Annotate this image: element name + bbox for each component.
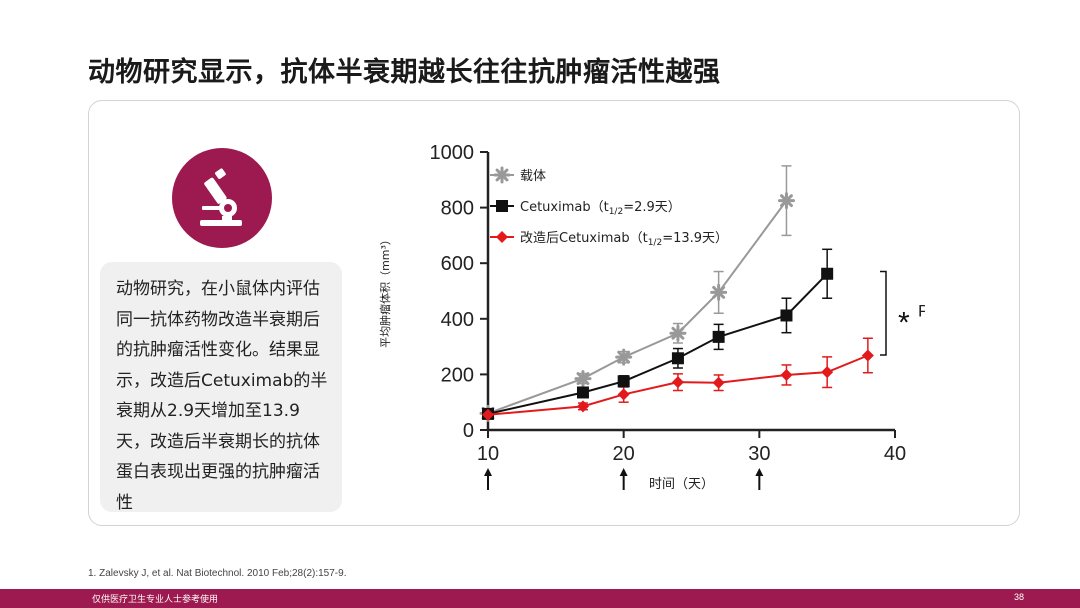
y-axis-label: 平均肿瘤体积（mm³） [378,234,392,348]
x-tick-label: 30 [748,443,770,465]
data-point-asterisk [669,324,687,342]
data-point-square [617,375,630,388]
data-point-asterisk [710,283,728,301]
y-tick-label: 0 [463,420,474,442]
description-box: 动物研究，在小鼠体内评估同一抗体药物改造半衰期后的抗肿瘤活性变化。结果显示，改造… [100,262,342,513]
disclaimer-text: 仅供医疗卫生专业人士参考使用 [92,595,219,605]
data-point-diamond [712,376,725,389]
dosing-arrowhead [484,468,492,476]
legend-label: Cetuximab（t1/2=2.9天） [520,200,681,217]
y-tick-label: 400 [441,309,474,331]
data-point-asterisk [574,370,592,388]
description-text: 动物研究，在小鼠体内评估同一抗体药物改造半衰期后的抗肿瘤活性变化。结果显示，改造… [116,279,328,513]
x-tick-label: 40 [884,443,906,465]
significance-bracket [880,270,887,356]
tumor-volume-chart: 0 200 400 600 800 1000 10 20 30 40 时间（天） 平均肿瘤体积（mm³… [378,142,925,492]
data-point-diamond [821,366,834,379]
data-point-square [712,330,725,343]
y-tick-label: 200 [441,364,474,386]
data-point-square [780,309,793,322]
series-line [487,200,788,415]
x-tick-label: 20 [613,443,635,465]
x-axis-label: 时间（天） [649,477,714,492]
data-point-square [821,267,834,280]
y-tick-label: 800 [441,198,474,220]
data-point-diamond [780,368,793,381]
series-line [487,354,869,416]
data-point-square [671,352,684,365]
y-tick-label: 600 [441,253,474,275]
page-title: 动物研究显示，抗体半衰期越长往往抗肿瘤活性越强 [88,57,721,88]
data-point-asterisk [615,348,633,366]
data-point-diamond [861,349,874,362]
footer-bar: 仅供医疗卫生专业人士参考使用 38 [0,589,1080,608]
data-point-diamond [576,400,589,413]
data-point-square [576,386,589,399]
page-number: 38 [1013,592,1024,602]
dosing-arrowhead [619,468,628,476]
p-value-label: P=0.005 [918,301,925,320]
data-point-asterisk [493,166,511,184]
y-tick-label: 1000 [430,142,475,164]
microscope-icon [172,148,272,248]
data-point-diamond [671,376,684,389]
x-tick-label: 10 [477,443,499,465]
dosing-arrowhead [755,468,764,476]
legend-label: 改造后Cetuximab（t1/2=13.9天） [520,231,728,248]
data-point-square [496,200,508,212]
series-line [487,273,828,415]
legend-label: 载体 [520,169,546,184]
footnote-reference: 1. Zalevsky J, et al. Nat Biotechnol. 20… [88,568,347,579]
data-point-diamond [482,408,494,421]
data-point-asterisk [777,192,795,210]
data-point-diamond [617,388,630,401]
data-point-diamond [496,231,508,243]
significance-star: * [898,306,910,339]
